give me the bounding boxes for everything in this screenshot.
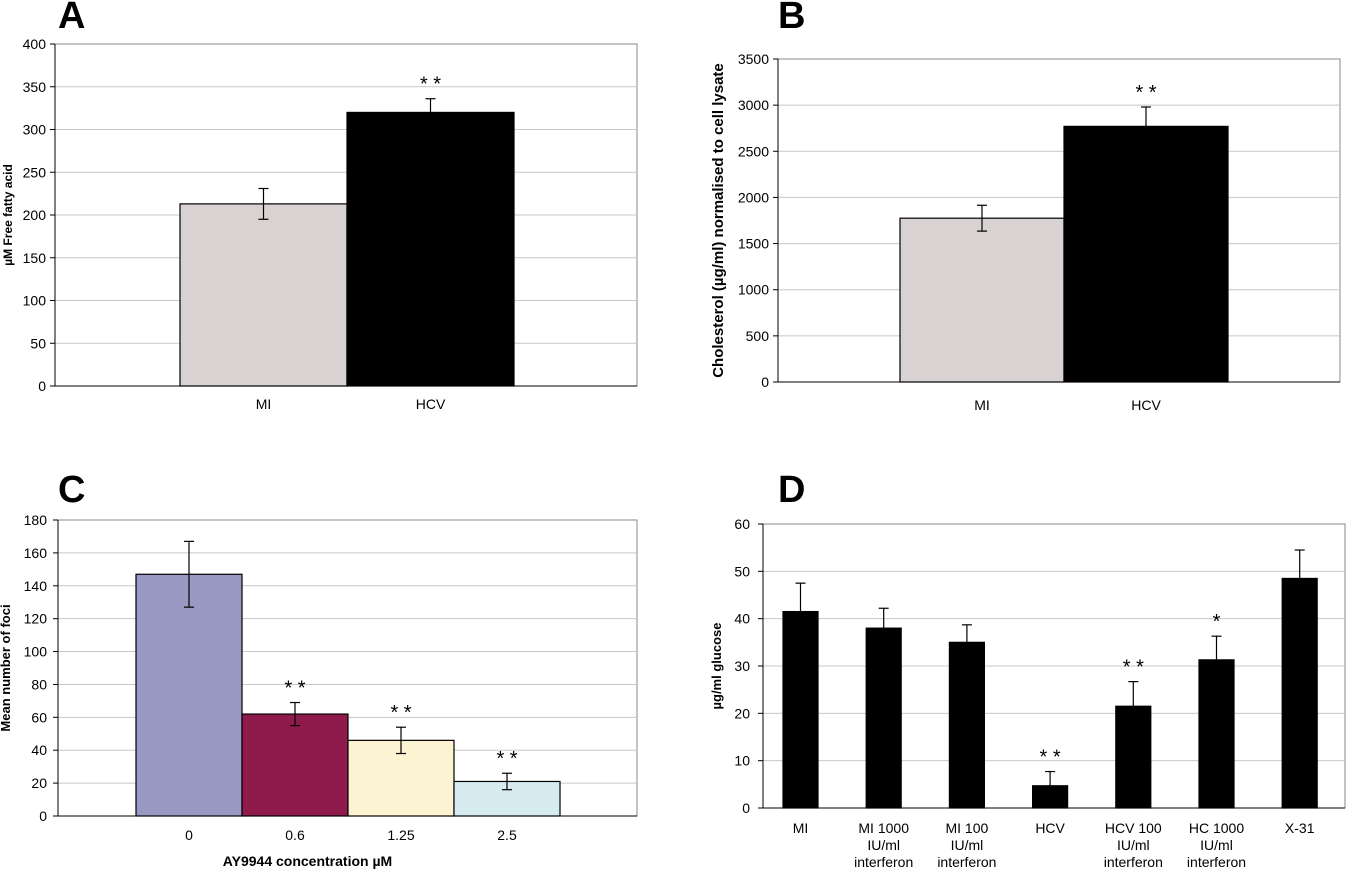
x-tick-label: interferon xyxy=(1104,854,1163,870)
y-tick-label: 150 xyxy=(23,250,47,266)
x-tick-label: interferon xyxy=(1187,854,1246,870)
chart-panel-a: A 0 50 100 150 200 250 300 350 400 µM Free fatty a… xyxy=(1,0,638,412)
y-tick-label: 400 xyxy=(23,36,47,52)
y-tick-label: 0 xyxy=(38,378,46,394)
x-tick-label: 0 xyxy=(185,827,193,843)
y-tick-label: 250 xyxy=(23,164,47,180)
y-axis-label: µM Free fatty acid xyxy=(1,164,15,266)
bar xyxy=(179,203,348,387)
y-tick-label: 120 xyxy=(24,611,48,627)
panel-letter: D xyxy=(778,469,805,511)
bar xyxy=(865,627,902,809)
significance-marker: * * xyxy=(390,702,411,724)
y-tick-label: 300 xyxy=(23,122,47,138)
y-tick-label: 3000 xyxy=(738,97,769,113)
x-tick-label: MI 1000 xyxy=(858,820,909,836)
significance-marker: * * xyxy=(496,748,517,770)
y-tick-label: 0 xyxy=(761,374,769,390)
y-tick-label: 500 xyxy=(746,328,770,344)
y-tick-label: 20 xyxy=(734,705,750,721)
y-tick-label: 1000 xyxy=(738,282,769,298)
bar xyxy=(1063,125,1229,383)
x-axis-label: AY9944 concentration µM xyxy=(223,853,392,869)
bar xyxy=(899,217,1065,383)
chart-panel-c: C 0 20 40 60 80 100 120 140 160 180 Mean number of … xyxy=(0,469,638,869)
y-axis-label: Mean number of foci xyxy=(0,604,13,731)
x-tick-label: IU/ml xyxy=(867,837,900,853)
significance-marker: * * xyxy=(420,74,441,96)
y-axis-label: µg/ml glucose xyxy=(709,623,724,710)
significance-marker: * * xyxy=(1040,747,1061,769)
chart-panel-b: B 0 500 1000 1500 2000 2500 3000 3500 Cholesterol… xyxy=(710,0,1341,413)
bar xyxy=(135,573,243,817)
y-tick-label: 2000 xyxy=(738,189,769,205)
y-tick-label: 180 xyxy=(24,512,48,528)
bar xyxy=(1198,659,1235,809)
x-tick-label: HCV xyxy=(1035,820,1065,836)
y-tick-label: 160 xyxy=(24,545,48,561)
panel-letter: C xyxy=(58,469,85,511)
significance-marker: * * xyxy=(1135,82,1156,104)
bar xyxy=(948,641,986,809)
y-tick-label: 60 xyxy=(31,709,47,725)
y-tick-label: 2500 xyxy=(738,143,769,159)
x-tick-label: interferon xyxy=(854,854,913,870)
bar xyxy=(782,610,819,809)
y-tick-label: 0 xyxy=(742,800,750,816)
x-tick-label: IU/ml xyxy=(1117,837,1150,853)
x-tick-label: HCV xyxy=(416,396,446,412)
x-tick-label: interferon xyxy=(937,854,996,870)
y-tick-label: 350 xyxy=(23,79,47,95)
y-tick-label: 60 xyxy=(734,516,750,532)
y-tick-label: 50 xyxy=(734,563,750,579)
y-tick-label: 80 xyxy=(31,676,47,692)
x-tick-label: 2.5 xyxy=(497,827,517,843)
x-tick-label: IU/ml xyxy=(951,837,984,853)
x-tick-label: HCV 100 xyxy=(1105,820,1162,836)
x-tick-label: HCV xyxy=(1131,397,1161,413)
significance-marker: * * xyxy=(1123,657,1144,679)
panel-letter: A xyxy=(58,0,85,37)
y-tick-label: 50 xyxy=(30,335,46,351)
x-tick-label: 1.25 xyxy=(387,827,414,843)
y-tick-label: 200 xyxy=(23,207,47,223)
x-tick-label: MI xyxy=(793,820,809,836)
panel-letter: B xyxy=(778,0,805,37)
bar xyxy=(241,713,349,817)
y-tick-label: 30 xyxy=(734,658,750,674)
y-tick-label: 3500 xyxy=(738,51,769,67)
x-tick-label: IU/ml xyxy=(1200,837,1233,853)
x-tick-label: MI 100 xyxy=(945,820,988,836)
y-tick-label: 140 xyxy=(24,578,48,594)
y-tick-label: 1500 xyxy=(738,236,769,252)
y-tick-label: 40 xyxy=(31,742,47,758)
bar xyxy=(1281,577,1318,809)
x-tick-label: MI xyxy=(256,396,272,412)
significance-marker: * * xyxy=(284,678,305,700)
x-tick-label: MI xyxy=(974,397,990,413)
x-tick-label: HC 1000 xyxy=(1189,820,1244,836)
significance-marker: * xyxy=(1213,611,1221,633)
y-axis-label: Cholesterol (µg/ml) normalised to cell l… xyxy=(710,63,727,378)
x-tick-label: X-31 xyxy=(1285,820,1315,836)
y-tick-label: 20 xyxy=(31,775,47,791)
y-tick-label: 10 xyxy=(734,753,750,769)
y-tick-label: 100 xyxy=(24,644,48,660)
y-tick-label: 0 xyxy=(39,808,47,824)
y-tick-label: 100 xyxy=(23,293,47,309)
y-tick-label: 40 xyxy=(734,611,750,627)
bar xyxy=(346,111,515,387)
x-tick-label: 0.6 xyxy=(285,827,305,843)
